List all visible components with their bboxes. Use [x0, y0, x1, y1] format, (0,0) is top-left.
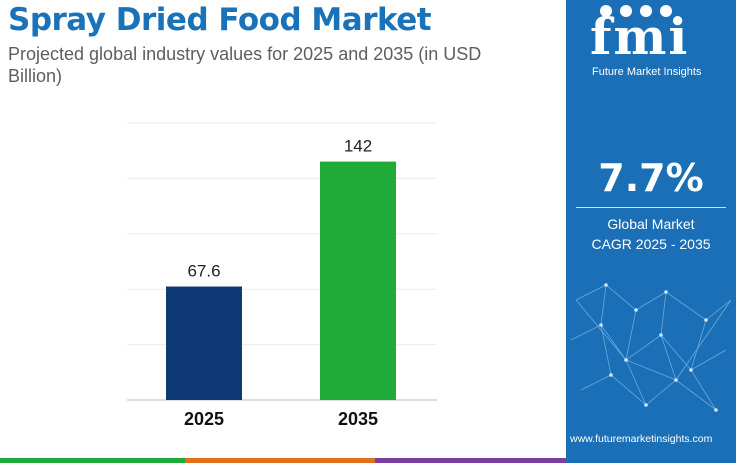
cagr-value: 7.7% [598, 156, 704, 200]
bar-2025 [166, 286, 242, 400]
cagr-label-line2: CAGR 2025 - 2035 [591, 236, 711, 252]
chart-bars [166, 161, 396, 400]
footer-bar-purple [375, 458, 566, 463]
bar-2035 [320, 161, 396, 400]
page-title: Spray Dried Food Market [8, 2, 432, 38]
panel-divider [576, 207, 726, 208]
cagr-label-line1: Global Market [607, 216, 695, 232]
footer-bar-orange [185, 458, 375, 463]
brand-panel: fmi Future Market Insights 7.7% Global M… [566, 0, 736, 458]
footer-bar-green [0, 458, 185, 463]
network-pattern [570, 283, 732, 412]
chart-labels: 67.6 2025 142 2035 [184, 137, 378, 429]
company-name: Future Market Insights [592, 66, 702, 78]
footer-bar-blue [566, 458, 736, 463]
bar-chart: 67.6 2025 142 2035 [127, 122, 437, 429]
logo-people-icons [600, 4, 730, 24]
data-label-2025: 67.6 [187, 262, 220, 281]
tick-label-2035: 2035 [338, 409, 378, 429]
tick-label-2025: 2025 [184, 409, 224, 429]
page-subtitle: Projected global industry values for 202… [8, 44, 482, 86]
website-url: www.futuremarketinsights.com [570, 433, 713, 445]
data-label-2035: 142 [344, 137, 372, 156]
fmi-logo: fmi [590, 7, 690, 66]
